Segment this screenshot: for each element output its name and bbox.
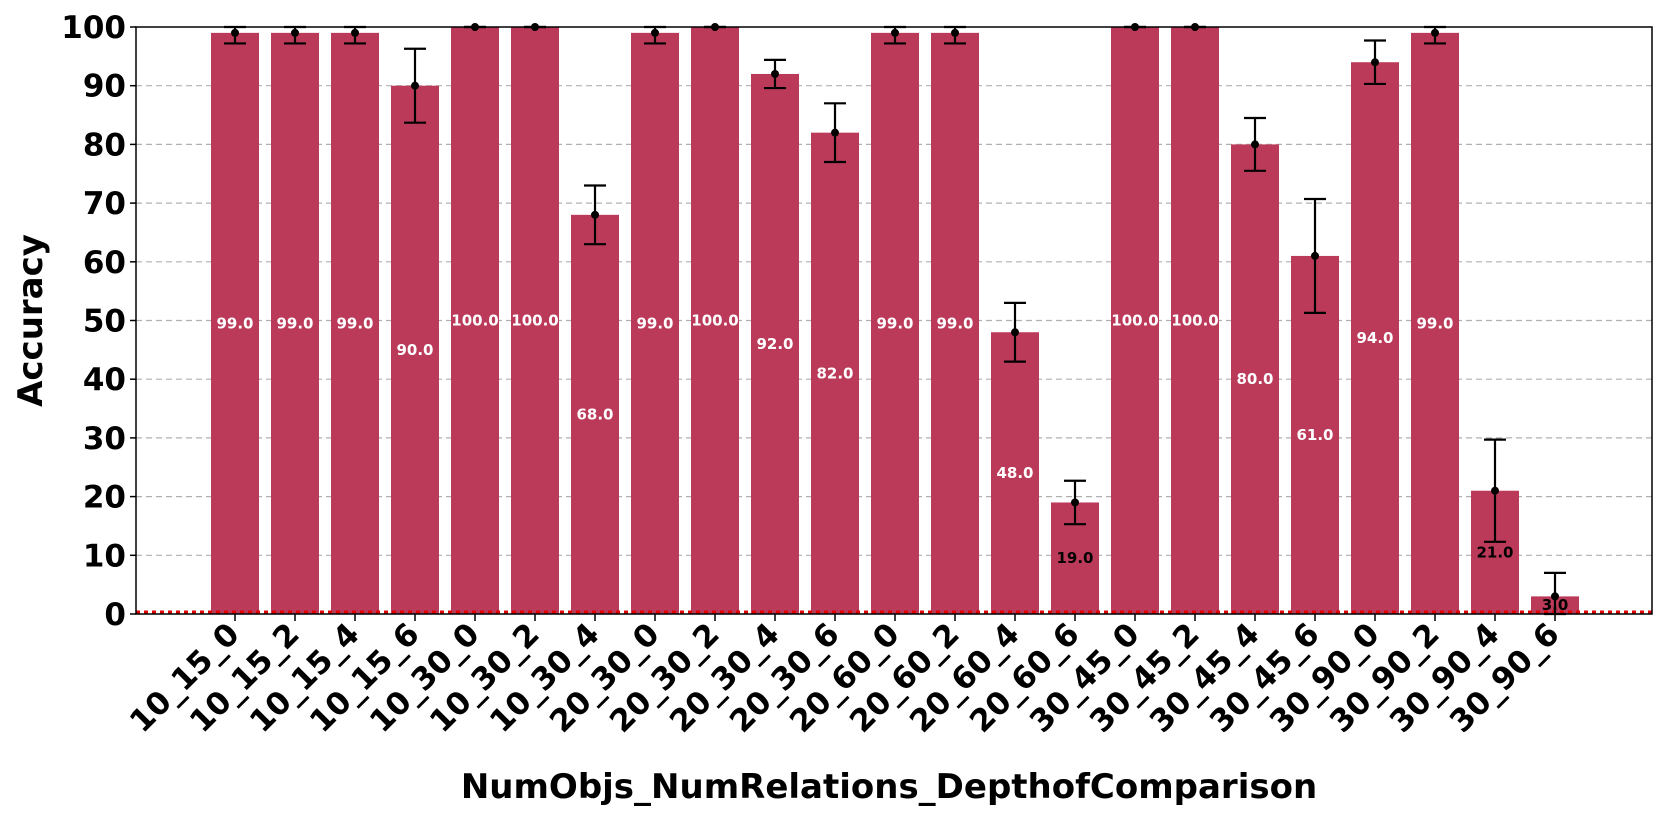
error-bar-20_30_6 [824, 102, 846, 164]
y-tick-label: 10 [83, 538, 126, 574]
bar-20_30_2 [691, 27, 739, 614]
bar-value-label: 82.0 [816, 364, 853, 382]
bar-10_15_6 [391, 85, 439, 614]
bar-value-label: 100.0 [1171, 312, 1218, 330]
bar-value-label: 61.0 [1296, 426, 1333, 444]
error-bar-20_30_4 [764, 58, 786, 90]
bar-value-label: 100.0 [691, 312, 738, 330]
y-tick-label: 50 [83, 304, 126, 340]
y-tick-label: 40 [83, 362, 126, 398]
bar-value-label: 99.0 [936, 314, 973, 332]
error-bar-30_90_4 [1484, 438, 1506, 543]
y-axis-label: Accuracy [11, 234, 51, 407]
bar-value-label: 3.0 [1542, 596, 1569, 614]
bar-20_60_4 [991, 332, 1039, 614]
error-bar-30_45_4 [1244, 116, 1266, 172]
bar-value-label: 100.0 [511, 312, 558, 330]
gridlines [136, 85, 1652, 556]
bar-20_30_4 [751, 73, 799, 614]
bar-value-label: 68.0 [576, 405, 613, 423]
bar-value-label: 99.0 [1416, 314, 1453, 332]
y-tick-label: 60 [83, 245, 126, 281]
bar-30_45_6 [1291, 255, 1339, 614]
bar-20_30_6 [811, 132, 859, 614]
bar-value-label: 92.0 [756, 335, 793, 353]
bar-value-label: 100.0 [1111, 312, 1158, 330]
bar-10_15_2 [271, 32, 319, 615]
y-tick-label: 90 [83, 69, 126, 105]
error-bar-10_30_4 [584, 184, 606, 246]
bar-value-label: 99.0 [276, 314, 313, 332]
bar-20_30_0 [631, 32, 679, 615]
y-tick-label: 30 [83, 421, 126, 457]
bar-20_60_2 [931, 32, 979, 615]
y-axis-ticks: 0 10 20 30 40 50 60 70 80 90 100 [61, 10, 136, 633]
bar-20_60_0 [871, 32, 919, 615]
bar-value-label: 99.0 [216, 314, 253, 332]
bar-value-label: 90.0 [396, 341, 433, 359]
bar-30_45_2 [1171, 27, 1219, 614]
y-tick-label: 20 [83, 480, 126, 516]
y-tick-label: 80 [83, 127, 126, 163]
bar-value-label: 80.0 [1236, 370, 1273, 388]
bar-10_30_0 [451, 27, 499, 614]
y-tick-label: 100 [61, 10, 126, 46]
bar-10_15_0 [211, 32, 259, 615]
bar-30_45_4 [1231, 144, 1279, 614]
bar-value-label: 48.0 [996, 464, 1033, 482]
error-bar-20_60_6 [1064, 479, 1086, 526]
bar-value-label: 99.0 [336, 314, 373, 332]
bar-10_30_4 [571, 214, 619, 614]
bars [211, 27, 1579, 615]
bar-value-labels: 99.0 99.0 99.0 90.0 100.0 100.0 68.0 99.0 100.0 9… [216, 312, 1568, 615]
bar-30_90_0 [1351, 62, 1399, 615]
error-bar-30_90_0 [1364, 39, 1386, 86]
bar-value-label: 94.0 [1356, 329, 1393, 347]
y-tick-label: 0 [104, 597, 126, 633]
bar-10_15_4 [331, 32, 379, 615]
x-axis-label: NumObjs_NumRelations_DepthofComparison [461, 767, 1317, 807]
bar-value-label: 21.0 [1476, 543, 1513, 561]
bar-value-label: 99.0 [876, 314, 913, 332]
bar-value-label: 19.0 [1056, 549, 1093, 567]
error-bar-10_15_6 [404, 47, 426, 124]
bar-value-label: 99.0 [636, 314, 673, 332]
bar-value-label: 100.0 [451, 312, 498, 330]
bar-30_45_0 [1111, 27, 1159, 614]
error-bar-20_60_4 [1004, 301, 1026, 363]
bar-30_90_2 [1411, 32, 1459, 615]
error-bar-30_45_6 [1304, 197, 1326, 314]
x-axis-ticks: 10_15_010_15_210_15_410_15_610_30_010_30… [123, 614, 1567, 740]
y-tick-label: 70 [83, 186, 126, 222]
bar-10_30_2 [511, 27, 559, 614]
